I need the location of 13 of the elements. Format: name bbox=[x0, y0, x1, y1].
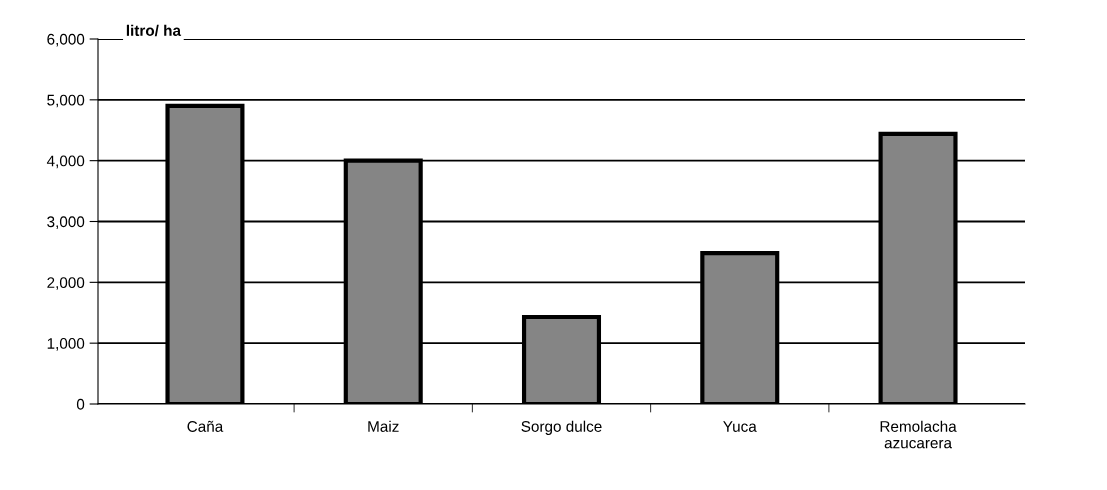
y-tick-label: 6,000 bbox=[47, 33, 85, 47]
x-tick-label: Caña bbox=[187, 420, 224, 432]
y-tick-label: 5,000 bbox=[47, 94, 85, 108]
y-tick-label: 3,000 bbox=[47, 216, 85, 229]
x-tick-label: Sorgo dulce bbox=[521, 420, 602, 435]
x-tick-label: Maiz bbox=[368, 420, 399, 432]
x-tick-label: Yuca bbox=[723, 421, 757, 432]
y-tick-label: 2,000 bbox=[47, 277, 85, 290]
y-tick-label: 4,000 bbox=[46, 155, 85, 169]
y-tick-label: 0 bbox=[76, 398, 85, 410]
y-tick-label: 1,000 bbox=[47, 338, 85, 351]
x-tick-label: Remolacha azucarera bbox=[880, 420, 957, 449]
y-axis-title: litro/ ha bbox=[126, 24, 182, 37]
